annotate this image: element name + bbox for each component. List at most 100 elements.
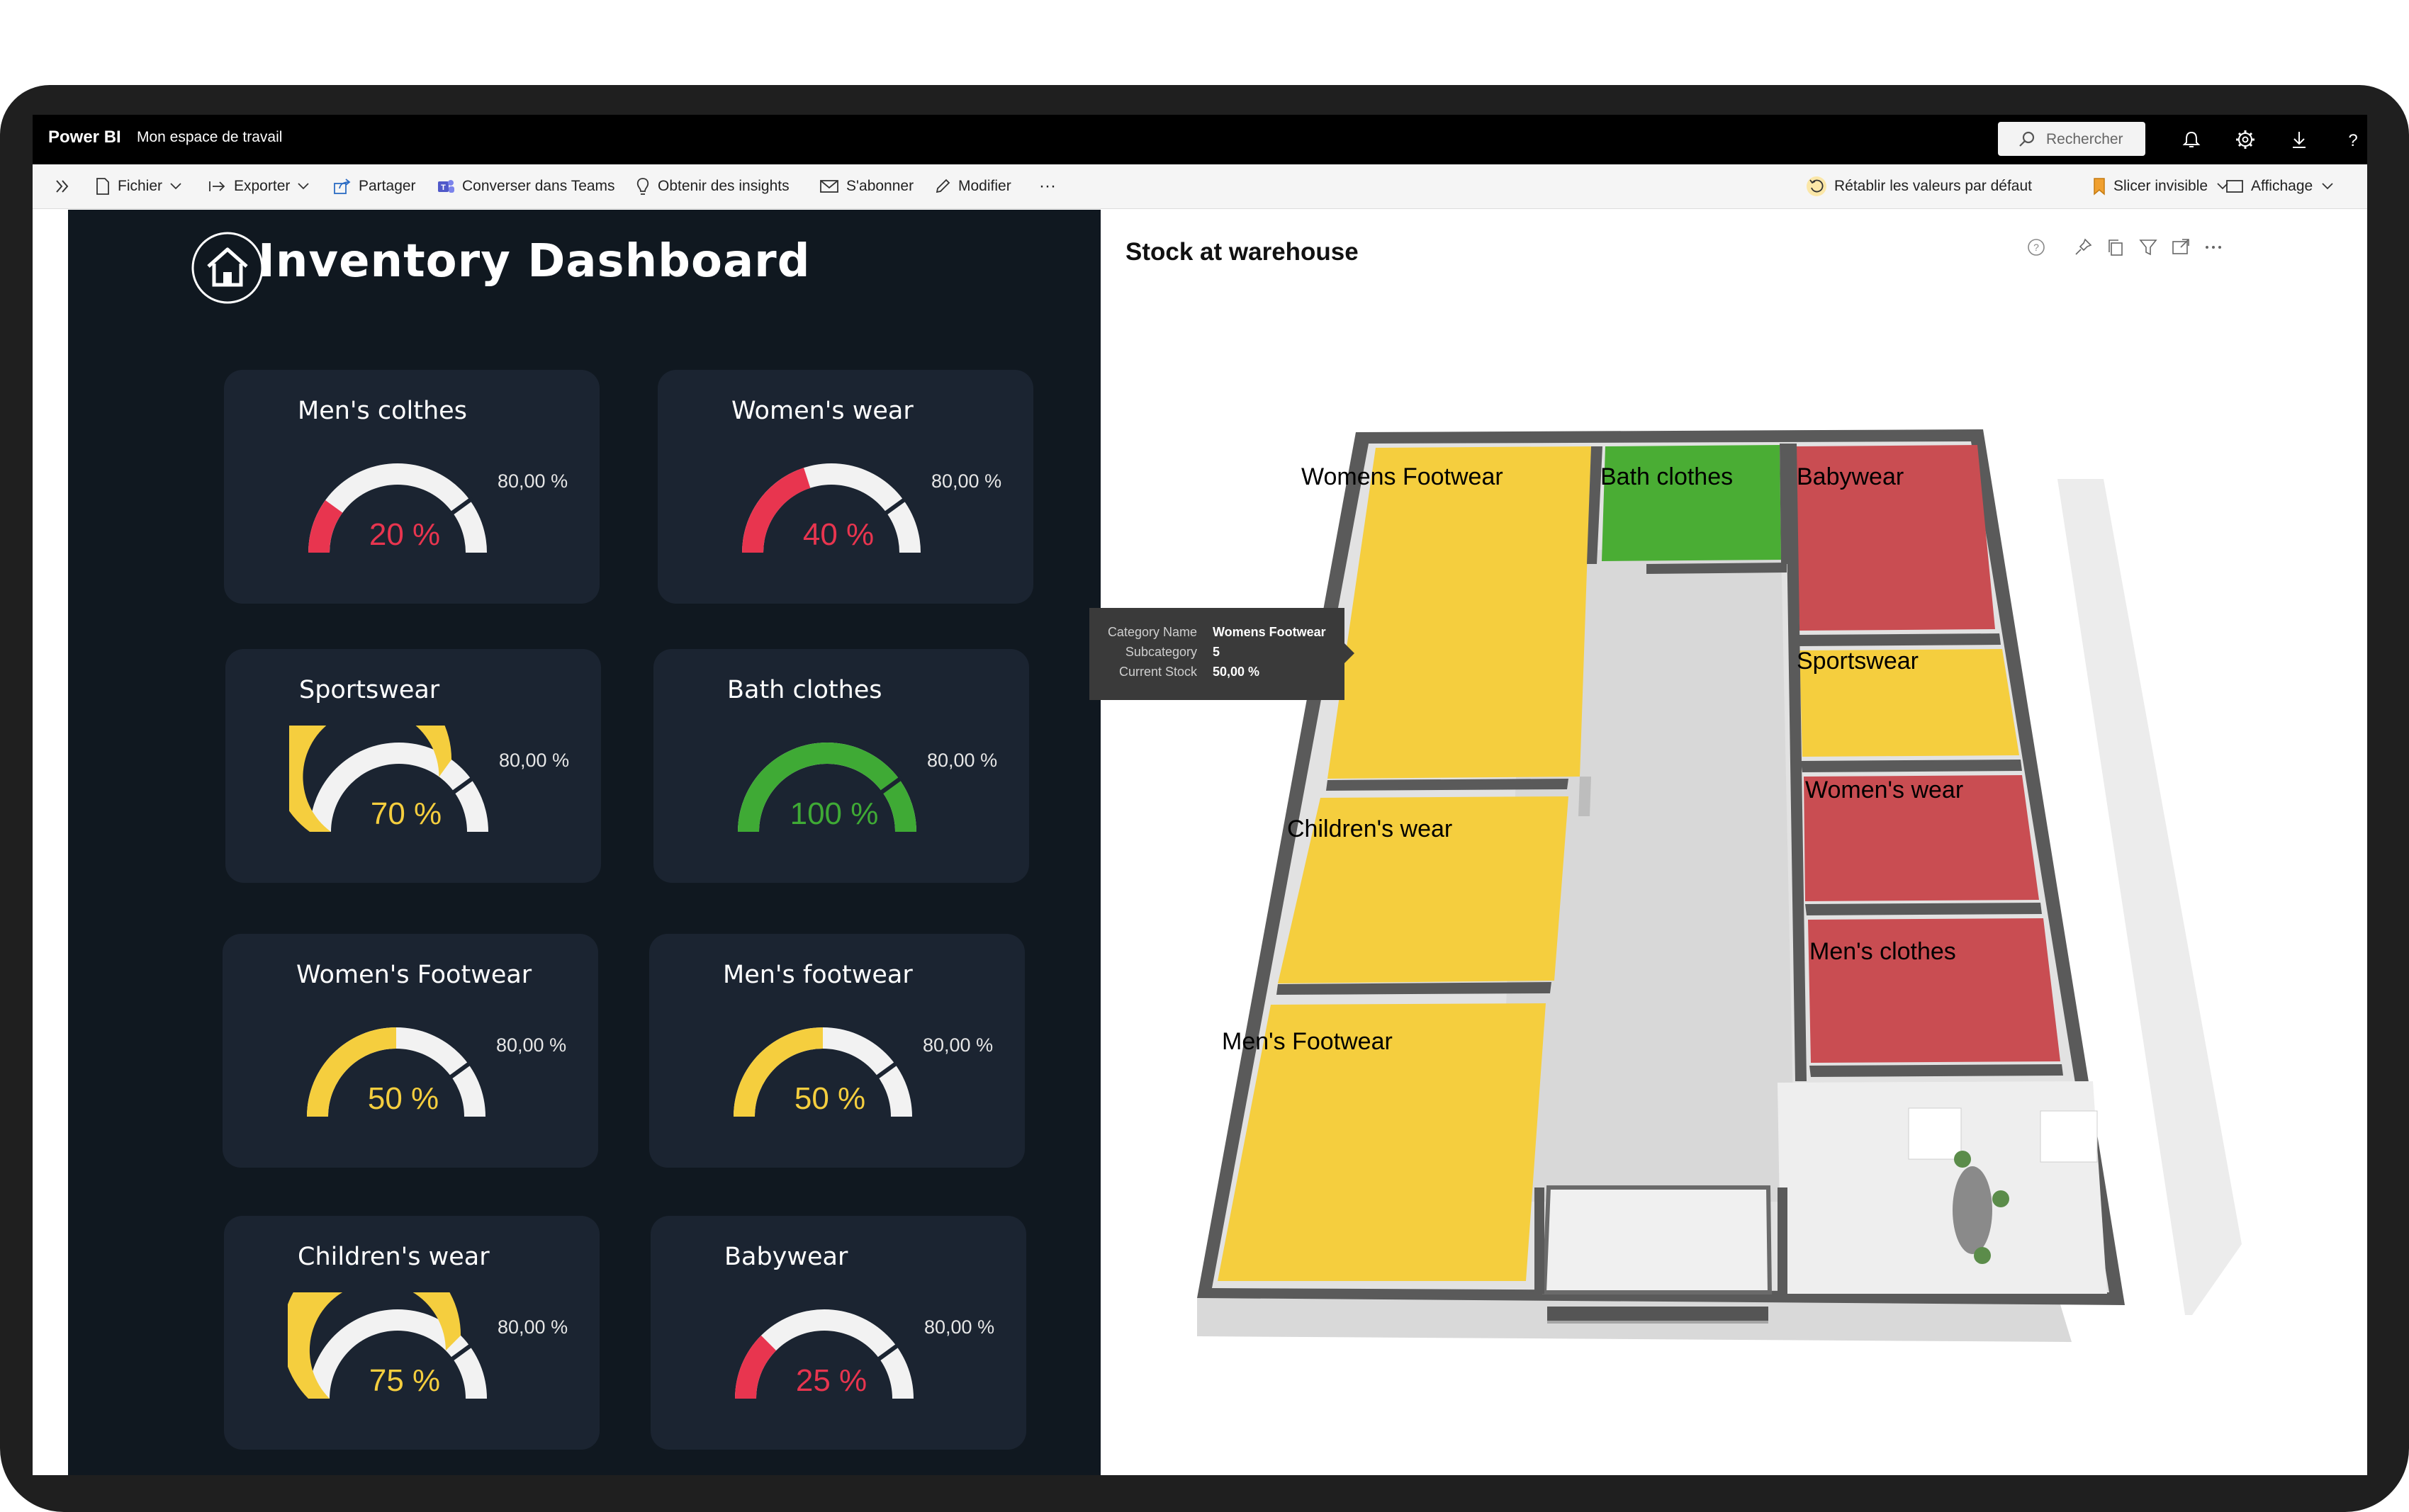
gauge-label: Babywear <box>724 1243 848 1271</box>
more-commands-button[interactable]: ··· <box>1039 176 1056 196</box>
filter-icon[interactable] <box>2138 237 2159 258</box>
gauge-chart <box>735 1309 914 1399</box>
gauge-value: 40 % <box>802 517 875 552</box>
warehouse-floorplan <box>1197 429 2242 1342</box>
gauge-value: 25 % <box>795 1363 867 1398</box>
command-bar: Fichier Exporter Partager T <box>33 164 2367 209</box>
pin-icon[interactable] <box>2072 237 2094 258</box>
room-childrens-wear[interactable] <box>1278 796 1568 983</box>
gauge-label: Children's wear <box>298 1243 490 1271</box>
label-mens-clothes: Men's clothes <box>1809 938 1956 965</box>
help-circle-icon[interactable]: ? <box>2026 237 2047 258</box>
reset-defaults-button[interactable]: Rétablir les valeurs par défaut <box>1806 176 2032 197</box>
gauge-value: 70 % <box>370 796 442 831</box>
bookmark-icon <box>2094 178 2105 196</box>
room-babywear[interactable] <box>1795 445 1995 631</box>
gauge-card[interactable]: Women's Footwear 80,00 % 50 % <box>223 934 598 1168</box>
gauge-card[interactable]: Bath clothes 80,00 % 100 % <box>653 649 1029 883</box>
gauge-label: Men's colthes <box>298 397 467 425</box>
edit-button[interactable]: Modifier <box>934 176 1011 197</box>
subscribe-button[interactable]: S'abonner <box>819 176 914 197</box>
gauge-target: 80,00 % <box>498 470 568 492</box>
gauge-value: 50 % <box>794 1081 866 1116</box>
gauge-card[interactable]: Men's colthes 80,00 % 20 % <box>224 370 600 604</box>
slicer-label: Slicer invisible <box>2113 178 2208 194</box>
gauge-target: 80,00 % <box>498 1316 568 1338</box>
bell-icon[interactable] <box>2179 127 2204 152</box>
tooltip-arrow <box>1344 643 1354 663</box>
teams-label: Converser dans Teams <box>462 178 615 194</box>
label-bath-clothes: Bath clothes <box>1600 463 1734 490</box>
gauge-value: 20 % <box>369 517 441 552</box>
reset-icon <box>1807 176 1826 196</box>
help-icon[interactable]: ? <box>2340 127 2366 152</box>
edit-label: Modifier <box>958 178 1011 194</box>
export-icon <box>209 181 225 191</box>
label-womens-footwear: Womens Footwear <box>1301 463 1503 490</box>
workspace-breadcrumb[interactable]: Mon espace de travail <box>137 129 283 145</box>
label-babywear: Babywear <box>1797 463 1904 490</box>
mail-icon <box>820 180 838 193</box>
gauge-card[interactable]: Men's footwear 80,00 % 50 % <box>649 934 1025 1168</box>
view-icon <box>2226 180 2243 193</box>
visual-title: Stock at warehouse <box>1125 238 1359 266</box>
copy-icon[interactable] <box>2105 237 2126 258</box>
gear-icon[interactable] <box>2233 127 2258 152</box>
reset-defaults-label: Rétablir les valeurs par défaut <box>1834 178 2032 194</box>
room-sportswear[interactable] <box>1799 649 2019 757</box>
gauge-target: 80,00 % <box>931 470 1002 492</box>
gauge-target: 80,00 % <box>499 750 570 771</box>
tooltip-stock-key: Current Stock <box>1118 665 1197 679</box>
teams-button[interactable]: T Converser dans Teams <box>437 176 615 197</box>
search-placeholder: Rechercher <box>2046 131 2123 147</box>
app-brand[interactable]: Power BI <box>48 128 121 147</box>
warehouse-visual: Stock at warehouse ? <box>1089 210 2367 1475</box>
file-menu-label: Fichier <box>118 178 163 194</box>
search-box[interactable]: Rechercher <box>1998 122 2145 156</box>
teams-icon: T <box>438 180 454 193</box>
dashboard-title: Inventory Dashboard <box>258 235 811 288</box>
focus-mode-icon[interactable] <box>2170 237 2191 258</box>
chevron-down-icon <box>2322 183 2333 190</box>
insights-button[interactable]: Obtenir des insights <box>635 176 790 197</box>
gauge-label: Bath clothes <box>727 676 882 704</box>
tooltip-stock-value: 50,00 % <box>1213 665 1260 679</box>
expand-nav-button[interactable] <box>52 176 79 197</box>
insights-label: Obtenir des insights <box>658 178 790 194</box>
gauge-chart <box>307 1027 485 1117</box>
svg-text:T: T <box>441 184 446 192</box>
gauge-value: 100 % <box>790 796 879 831</box>
home-icon[interactable] <box>191 231 264 305</box>
chevron-down-icon <box>170 183 181 190</box>
inventory-dashboard-panel: Inventory Dashboard Men's colthes 80,00 %… <box>68 210 1101 1475</box>
room-mens-footwear[interactable] <box>1218 1003 1546 1281</box>
room-womens-wear[interactable] <box>1804 775 2039 901</box>
hover-tooltip: Category Name Womens Footwear Subcategor… <box>1089 608 1354 700</box>
chevron-down-icon <box>2217 183 2228 190</box>
view-menu[interactable]: Affichage <box>2225 176 2341 197</box>
gauge-card[interactable]: Women's wear 80,00 % 40 % <box>658 370 1033 604</box>
more-options-icon[interactable] <box>2203 237 2224 258</box>
tooltip-category-key: Category Name <box>1107 625 1197 639</box>
file-menu[interactable]: Fichier <box>95 176 189 197</box>
gauge-chart <box>734 1027 912 1117</box>
gauge-label: Women's wear <box>731 397 914 425</box>
share-icon <box>334 179 351 194</box>
tooltip-category-value: Womens Footwear <box>1213 625 1326 639</box>
double-chevron-right-icon <box>56 180 69 193</box>
room-bath-clothes[interactable] <box>1602 445 1781 561</box>
search-icon <box>2019 131 2035 147</box>
export-menu[interactable]: Exporter <box>208 176 317 197</box>
room-mens-clothes[interactable] <box>1808 918 2060 1063</box>
gauge-card[interactable]: Children's wear 80,00 % 75 % <box>224 1216 600 1450</box>
gauge-chart <box>742 463 921 553</box>
gauge-value: 50 % <box>367 1081 439 1116</box>
room-womens-footwear[interactable] <box>1327 446 1591 779</box>
download-icon[interactable] <box>2286 127 2312 152</box>
gauge-card[interactable]: Sportswear 80,00 % 70 % <box>225 649 601 883</box>
gauge-label: Sportswear <box>299 676 440 704</box>
share-button[interactable]: Partager <box>333 176 416 197</box>
gauge-label: Women's Footwear <box>296 961 532 989</box>
slicer-menu[interactable]: Slicer invisible <box>2092 176 2236 197</box>
gauge-card[interactable]: Babywear 80,00 % 25 % <box>651 1216 1026 1450</box>
